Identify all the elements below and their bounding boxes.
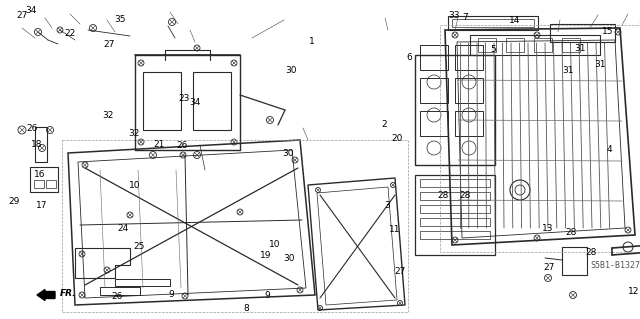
Bar bbox=[415, 55, 495, 165]
Bar bbox=[415, 175, 495, 255]
Bar bbox=[193, 72, 231, 130]
Text: 33: 33 bbox=[449, 11, 460, 20]
Bar bbox=[420, 205, 490, 213]
Text: 28: 28 bbox=[586, 248, 597, 257]
Text: S5B1-B1327: S5B1-B1327 bbox=[590, 261, 640, 270]
Text: 31: 31 bbox=[574, 44, 586, 53]
Text: 21: 21 bbox=[153, 140, 164, 149]
Text: 20: 20 bbox=[391, 134, 403, 143]
Bar bbox=[562, 38, 580, 52]
Text: 26: 26 bbox=[177, 141, 188, 150]
Bar bbox=[30, 167, 58, 192]
Bar bbox=[420, 231, 490, 239]
Text: 27: 27 bbox=[103, 40, 115, 48]
Bar bbox=[420, 192, 490, 200]
Text: 3: 3 bbox=[385, 201, 390, 210]
Text: 2: 2 bbox=[381, 120, 387, 129]
Bar bbox=[420, 78, 448, 103]
Text: 10: 10 bbox=[129, 181, 140, 190]
Text: 12: 12 bbox=[628, 287, 639, 296]
Text: 22: 22 bbox=[65, 29, 76, 38]
Text: 16: 16 bbox=[34, 170, 45, 179]
Text: FR.: FR. bbox=[60, 290, 77, 299]
Text: 32: 32 bbox=[129, 129, 140, 138]
Bar bbox=[452, 19, 534, 27]
Text: 9: 9 bbox=[169, 290, 174, 299]
Bar bbox=[448, 16, 538, 30]
Text: 10: 10 bbox=[269, 240, 281, 249]
Text: 7: 7 bbox=[462, 13, 467, 22]
Text: 35: 35 bbox=[115, 15, 126, 24]
Text: 5: 5 bbox=[490, 45, 495, 54]
FancyArrow shape bbox=[37, 290, 55, 300]
Bar bbox=[46, 180, 56, 188]
Bar bbox=[455, 111, 483, 136]
Text: 29: 29 bbox=[8, 197, 20, 206]
Text: 14: 14 bbox=[509, 16, 520, 25]
Bar bbox=[455, 78, 483, 103]
Bar bbox=[420, 111, 448, 136]
Text: 27: 27 bbox=[543, 263, 555, 272]
Text: 13: 13 bbox=[542, 224, 554, 233]
Bar bbox=[534, 38, 552, 52]
Text: 23: 23 bbox=[178, 94, 189, 103]
Text: 31: 31 bbox=[595, 60, 606, 69]
Text: 26: 26 bbox=[111, 292, 123, 300]
Bar bbox=[506, 38, 524, 52]
Text: 30: 30 bbox=[282, 149, 294, 158]
Bar bbox=[34, 180, 44, 188]
Bar bbox=[35, 127, 47, 162]
Bar bbox=[470, 35, 600, 55]
Text: 27: 27 bbox=[17, 11, 28, 20]
Text: 17: 17 bbox=[36, 201, 47, 210]
Text: 25: 25 bbox=[134, 242, 145, 251]
Text: 27: 27 bbox=[394, 267, 406, 276]
Text: 18: 18 bbox=[31, 140, 43, 149]
Bar bbox=[562, 247, 587, 275]
Text: 30: 30 bbox=[283, 254, 294, 263]
Bar bbox=[420, 218, 490, 226]
Text: 19: 19 bbox=[260, 251, 271, 260]
Bar bbox=[420, 45, 448, 70]
Text: 28: 28 bbox=[565, 228, 577, 237]
Text: 31: 31 bbox=[563, 66, 574, 75]
Bar bbox=[115, 279, 170, 286]
Text: 6: 6 bbox=[407, 53, 412, 62]
Text: 9: 9 bbox=[265, 291, 270, 300]
Bar bbox=[550, 24, 615, 42]
Text: 15: 15 bbox=[602, 27, 614, 36]
Text: 24: 24 bbox=[117, 224, 129, 233]
Text: 34: 34 bbox=[25, 6, 36, 15]
Text: 8: 8 bbox=[244, 304, 249, 313]
Bar bbox=[143, 72, 181, 130]
Bar bbox=[420, 179, 490, 187]
Text: 4: 4 bbox=[607, 145, 612, 154]
Text: 1: 1 bbox=[309, 37, 314, 46]
Text: 30: 30 bbox=[285, 66, 297, 75]
Text: 32: 32 bbox=[102, 111, 113, 120]
Bar bbox=[100, 287, 140, 295]
Text: 26: 26 bbox=[26, 124, 38, 133]
Text: 34: 34 bbox=[189, 98, 201, 107]
Bar bbox=[455, 45, 483, 70]
Text: 11: 11 bbox=[388, 225, 400, 234]
Text: 28: 28 bbox=[459, 191, 470, 200]
Text: 28: 28 bbox=[438, 191, 449, 200]
Bar bbox=[478, 38, 496, 52]
